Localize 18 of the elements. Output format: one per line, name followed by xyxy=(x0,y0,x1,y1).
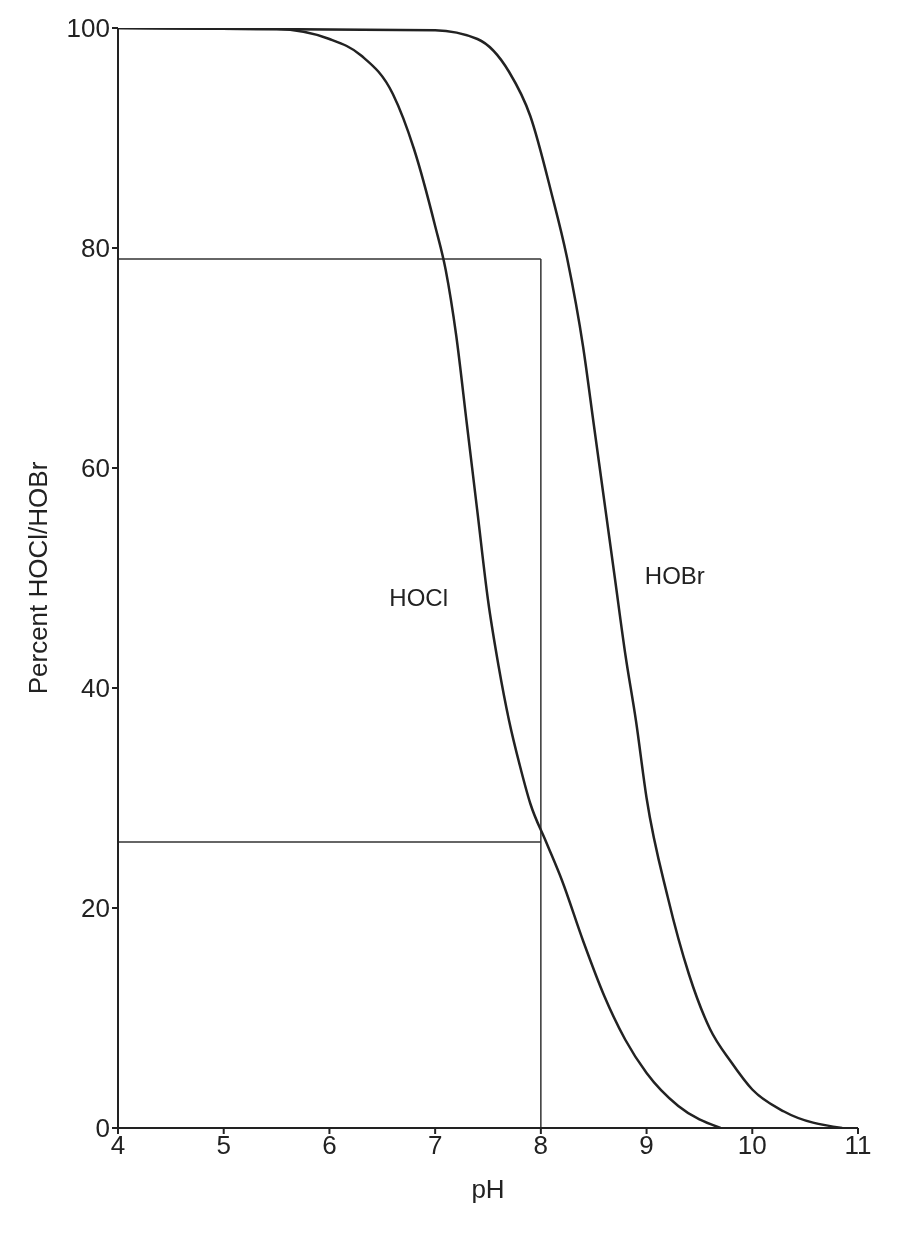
x-tick-label: 6 xyxy=(322,1130,337,1161)
y-tick-label: 80 xyxy=(81,233,110,264)
x-tick-label: 4 xyxy=(110,1130,126,1161)
x-tick-label: 11 xyxy=(844,1130,872,1161)
y-tick-label: 40 xyxy=(81,673,110,704)
y-tick-label: 20 xyxy=(81,893,110,924)
x-tick-label: 10 xyxy=(737,1130,767,1161)
x-axis-title: pH xyxy=(471,1174,505,1204)
y-axis-title: Percent HOCl/HOBr xyxy=(23,461,54,695)
x-tick-label: 9 xyxy=(639,1130,654,1161)
series-label: HOBr xyxy=(644,562,705,590)
x-tick-label: 7 xyxy=(427,1130,443,1161)
y-tick-label: 0 xyxy=(95,1113,110,1144)
series-label: HOCl xyxy=(389,584,448,612)
x-tick-label: 5 xyxy=(216,1130,231,1161)
x-tick-label: 8 xyxy=(533,1130,549,1161)
y-tick-label: 60 xyxy=(81,453,110,484)
y-tick-label: 100 xyxy=(66,13,110,44)
